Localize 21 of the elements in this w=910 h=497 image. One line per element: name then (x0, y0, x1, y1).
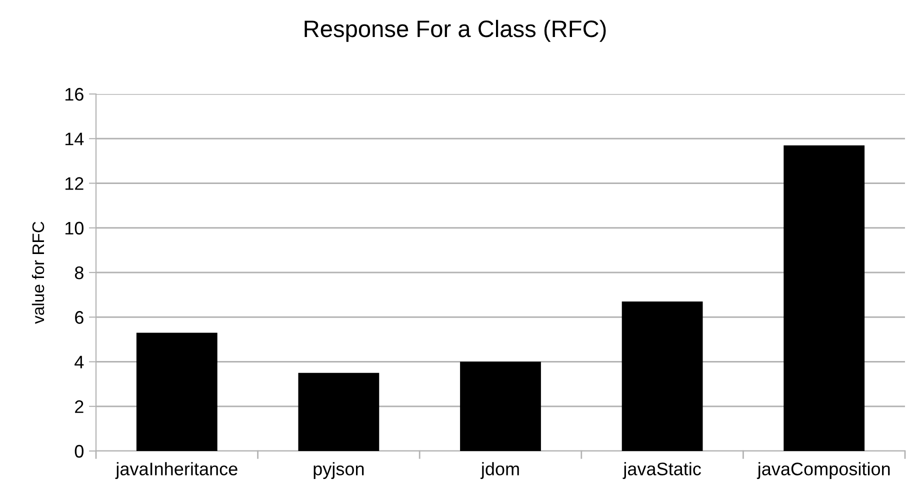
y-tick-label: 6 (75, 311, 84, 324)
chart-title: Response For a Class (RFC) (304, 20, 606, 42)
y-tick-label: 2 (75, 400, 84, 413)
x-tick-label: javaStatic (622, 462, 701, 479)
bar (136, 332, 218, 451)
x-tick-label: javaComposition (756, 462, 890, 479)
y-tick-label: 10 (65, 222, 84, 235)
y-tick-label: 14 (65, 132, 84, 146)
x-tick-label: pyjson (314, 462, 364, 479)
bar (460, 362, 541, 451)
y-tick-label: 8 (74, 266, 84, 280)
y-tick-label: 16 (65, 88, 84, 101)
y-tick-label: 0 (74, 444, 84, 458)
bar (784, 145, 865, 451)
x-tick-label: jdom (480, 462, 519, 479)
x-tick-label: javaInheritance (115, 462, 238, 479)
bar (622, 302, 703, 451)
y-axis-title: value for RFC (32, 222, 44, 324)
y-tick-label: 4 (74, 356, 84, 368)
y-tick-label: 12 (65, 177, 84, 190)
bar (298, 372, 380, 451)
